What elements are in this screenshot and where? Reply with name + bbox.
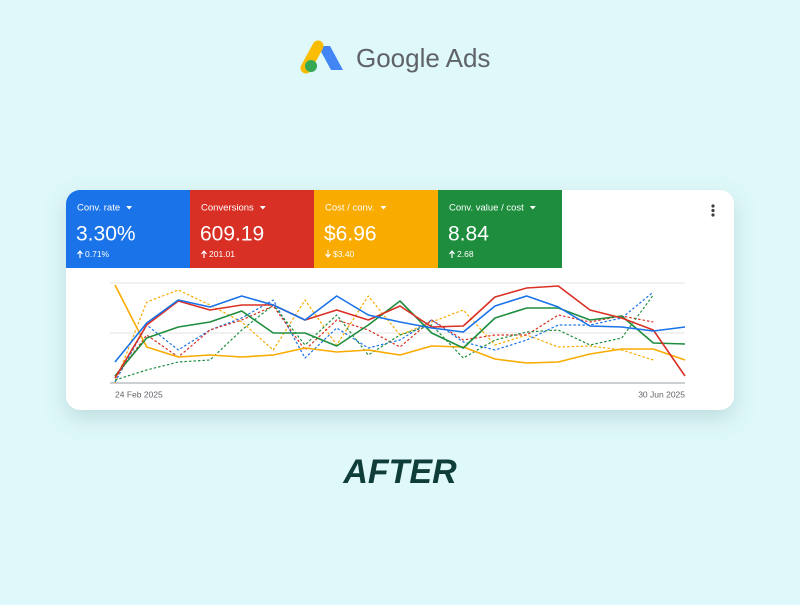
metric-value: 3.30% bbox=[76, 223, 136, 246]
caption: AFTER bbox=[342, 453, 457, 491]
arrow-up bbox=[449, 250, 455, 258]
metric-tile[interactable]: Conversions 609.19 201.01 bbox=[190, 190, 314, 268]
metric-tile[interactable]: Cost / conv. $6.96 $3.40 bbox=[314, 190, 438, 268]
metric-value: $6.96 bbox=[324, 223, 377, 246]
series-line bbox=[114, 285, 686, 379]
metric-tile[interactable]: Conv. rate 3.30% 0.71% bbox=[66, 190, 190, 268]
dropdown-icon bbox=[529, 206, 536, 210]
metric-change: $3.40 bbox=[333, 249, 355, 259]
metric-change: 0.71% bbox=[85, 249, 110, 259]
previous-period-line bbox=[114, 291, 654, 383]
tile-background bbox=[438, 190, 562, 268]
metric-tile[interactable]: Conv. value / cost 8.84 2.68 bbox=[438, 190, 562, 268]
previous-period-line bbox=[114, 289, 654, 384]
metric-change: 201.01 bbox=[209, 249, 235, 259]
metric-change: 2.68 bbox=[457, 249, 474, 259]
brand-name: Google Ads bbox=[356, 43, 490, 73]
dropdown-icon bbox=[259, 206, 266, 210]
previous-period-line bbox=[114, 294, 654, 381]
series-line bbox=[114, 300, 686, 377]
arrow-down bbox=[325, 250, 331, 258]
dropdown-icon bbox=[126, 206, 133, 210]
metric-value: 8.84 bbox=[448, 223, 489, 246]
series-line bbox=[114, 284, 686, 364]
x-tick-label: 30 Jun 2025 bbox=[638, 389, 685, 399]
arrow-up bbox=[77, 250, 83, 258]
metric-value: 609.19 bbox=[200, 223, 264, 246]
tile-background bbox=[314, 190, 438, 268]
metric-label: Conversions bbox=[201, 203, 254, 214]
arrow-up bbox=[201, 250, 207, 258]
metric-label: Conv. rate bbox=[77, 203, 120, 214]
logo bbox=[300, 40, 343, 74]
dropdown-icon bbox=[380, 206, 387, 210]
tile-background bbox=[66, 190, 190, 268]
metric-tiles: Conv. rate 3.30% 0.71% Conversions 609.19 201… bbox=[66, 190, 562, 268]
chart: 24 Feb 2025 30 Jun 2025 bbox=[110, 282, 686, 399]
previous-period-line bbox=[114, 305, 654, 379]
metric-label: Cost / conv. bbox=[325, 203, 374, 214]
more-menu[interactable] bbox=[711, 204, 715, 217]
x-tick-label: 24 Feb 2025 bbox=[115, 389, 163, 399]
metric-label: Conv. value / cost bbox=[449, 203, 524, 214]
series-line bbox=[114, 295, 686, 363]
tile-background bbox=[190, 190, 314, 268]
